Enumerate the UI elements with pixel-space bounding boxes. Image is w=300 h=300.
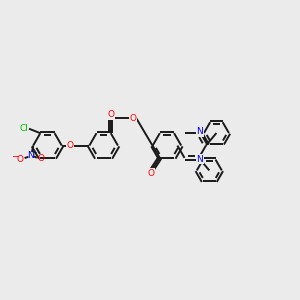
Text: O: O [107, 110, 114, 119]
Text: O: O [107, 110, 114, 119]
Text: N: N [196, 154, 203, 164]
Text: ·: · [43, 154, 47, 164]
Text: N: N [27, 151, 34, 160]
Text: O: O [130, 113, 137, 122]
Text: O: O [130, 113, 137, 122]
Text: O: O [67, 141, 73, 150]
Text: O: O [147, 169, 154, 178]
Text: Cl: Cl [19, 124, 28, 133]
Text: O: O [38, 154, 45, 163]
Text: O: O [67, 141, 73, 150]
Text: −: − [12, 152, 20, 162]
Text: +: + [32, 150, 37, 156]
Text: O: O [147, 169, 154, 178]
Text: N: N [196, 128, 203, 136]
Text: O: O [16, 155, 23, 164]
